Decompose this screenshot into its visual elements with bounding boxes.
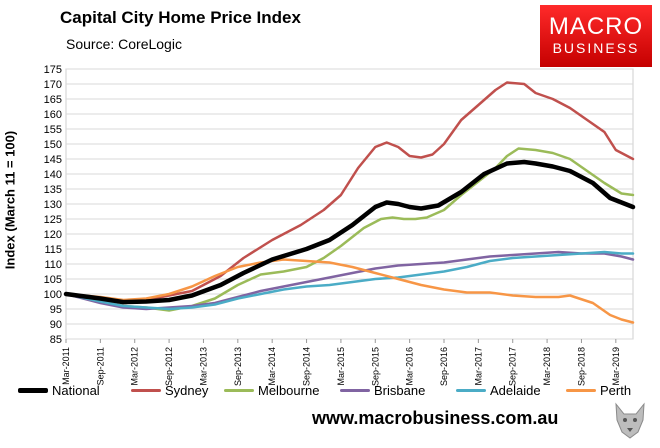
y-tick-label: 130 — [44, 199, 62, 211]
x-axis-ticks: Mar-2011 Sep-2011 Mar-2012 Sep-2012 Mar-2013… — [61, 339, 621, 386]
legend-item-adelaide[interactable]: Adelaide — [456, 383, 541, 398]
legend-label: Melbourne — [258, 383, 320, 398]
x-tick-label: Mar-2015 — [336, 347, 346, 386]
y-axis-ticks: 85 90 95 100 105 110 115 120 125 130 135 140 145 150 1… — [44, 64, 62, 346]
y-tick-label: 175 — [44, 64, 62, 76]
x-tick-label: Sep-2013 — [233, 347, 243, 386]
x-tick-label: Sep-2018 — [576, 347, 586, 386]
series-line-perth — [64, 258, 635, 324]
y-tick-label: 115 — [44, 244, 62, 256]
legend-swatch — [340, 389, 370, 392]
x-tick-label: Sep-2017 — [508, 347, 518, 386]
legend-swatch — [456, 389, 486, 392]
legend-item-perth[interactable]: Perth — [566, 383, 631, 398]
legend-label: National — [52, 383, 100, 398]
x-tick-label: Mar-2017 — [473, 347, 483, 386]
x-tick-label: Mar-2014 — [267, 347, 277, 386]
logo-line-2: BUSINESS — [552, 40, 640, 56]
y-tick-label: 85 — [50, 334, 62, 346]
legend-swatch — [566, 389, 596, 392]
y-tick-label: 145 — [44, 154, 62, 166]
legend: National Sydney Melbourne Brisbane Adelaide P… — [18, 383, 648, 399]
y-tick-label: 155 — [44, 124, 62, 136]
footer-url[interactable]: www.macrobusiness.com.au — [312, 408, 559, 428]
legend-swatch — [18, 388, 48, 393]
legend-swatch — [131, 389, 161, 392]
legend-item-sydney[interactable]: Sydney — [131, 383, 208, 398]
x-tick-label: Sep-2011 — [95, 347, 105, 385]
legend-swatch — [224, 389, 254, 392]
y-tick-label: 100 — [44, 289, 62, 301]
legend-item-national[interactable]: National — [18, 383, 100, 398]
y-tick-label: 160 — [44, 109, 62, 121]
x-tick-label: Sep-2015 — [370, 347, 380, 386]
x-tick-label: Mar-2018 — [542, 347, 552, 386]
x-tick-label: Mar-2013 — [198, 347, 208, 386]
legend-label: Sydney — [165, 383, 209, 398]
x-tick-label: Mar-2012 — [130, 347, 140, 386]
legend-label: Brisbane — [374, 383, 426, 398]
x-tick-label: Sep-2012 — [164, 347, 174, 386]
x-tick-label: Mar-2019 — [611, 347, 621, 386]
macrobusiness-logo[interactable]: MACRO BUSINESS — [540, 5, 652, 67]
y-tick-label: 150 — [44, 139, 62, 151]
x-tick-label: Sep-2014 — [302, 347, 312, 386]
series-line-national — [63, 159, 636, 305]
y-tick-label: 170 — [44, 79, 62, 91]
legend-item-brisbane[interactable]: Brisbane — [340, 383, 425, 398]
series-group — [63, 81, 636, 324]
y-tick-label: 110 — [44, 259, 62, 271]
y-tick-label: 135 — [44, 184, 62, 196]
y-tick-label: 105 — [44, 274, 62, 286]
x-tick-label: Sep-2016 — [439, 347, 449, 386]
wolf-logo-icon — [615, 402, 645, 439]
y-tick-label: 125 — [44, 214, 62, 226]
series-line-adelaide — [64, 250, 635, 311]
series-line-sydney — [64, 81, 635, 303]
chart-source: Source: CoreLogic — [66, 36, 182, 52]
chart-title: Capital City Home Price Index — [60, 8, 301, 27]
y-tick-label: 140 — [44, 169, 62, 181]
y-tick-label: 120 — [44, 229, 62, 241]
y-tick-label: 165 — [44, 94, 62, 106]
legend-label: Adelaide — [490, 383, 541, 398]
gridlines — [66, 68, 633, 340]
y-tick-label: 90 — [50, 319, 62, 331]
x-tick-label: Mar-2011 — [61, 347, 71, 385]
logo-line-1: MACRO — [548, 13, 644, 40]
y-tick-label: 95 — [50, 304, 62, 316]
x-tick-label: Mar-2016 — [405, 347, 415, 386]
legend-item-melbourne[interactable]: Melbourne — [224, 383, 319, 398]
legend-label: Perth — [600, 383, 632, 398]
